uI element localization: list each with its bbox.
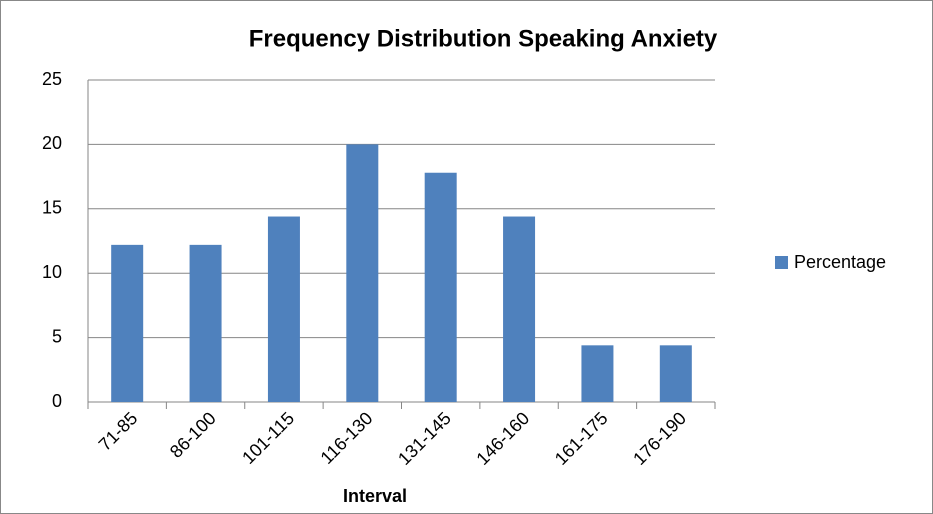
legend-swatch xyxy=(775,256,788,269)
x-axis-title: Interval xyxy=(343,486,407,506)
chart-title: Frequency Distribution Speaking Anxiety xyxy=(249,25,718,52)
bar xyxy=(503,216,536,402)
bar xyxy=(189,244,222,402)
legend-label: Percentage xyxy=(794,252,886,272)
y-tick-label: 20 xyxy=(42,133,62,153)
y-tick-label: 0 xyxy=(52,391,62,411)
bar xyxy=(111,244,144,402)
y-tick-label: 15 xyxy=(42,198,62,218)
y-tick-label: 10 xyxy=(42,262,62,282)
bar xyxy=(424,172,457,402)
y-tick-label: 5 xyxy=(52,326,62,346)
y-tick-label: 25 xyxy=(42,69,62,89)
bar xyxy=(346,144,379,402)
bar xyxy=(267,216,300,402)
bar xyxy=(581,345,614,402)
bar xyxy=(659,345,692,402)
